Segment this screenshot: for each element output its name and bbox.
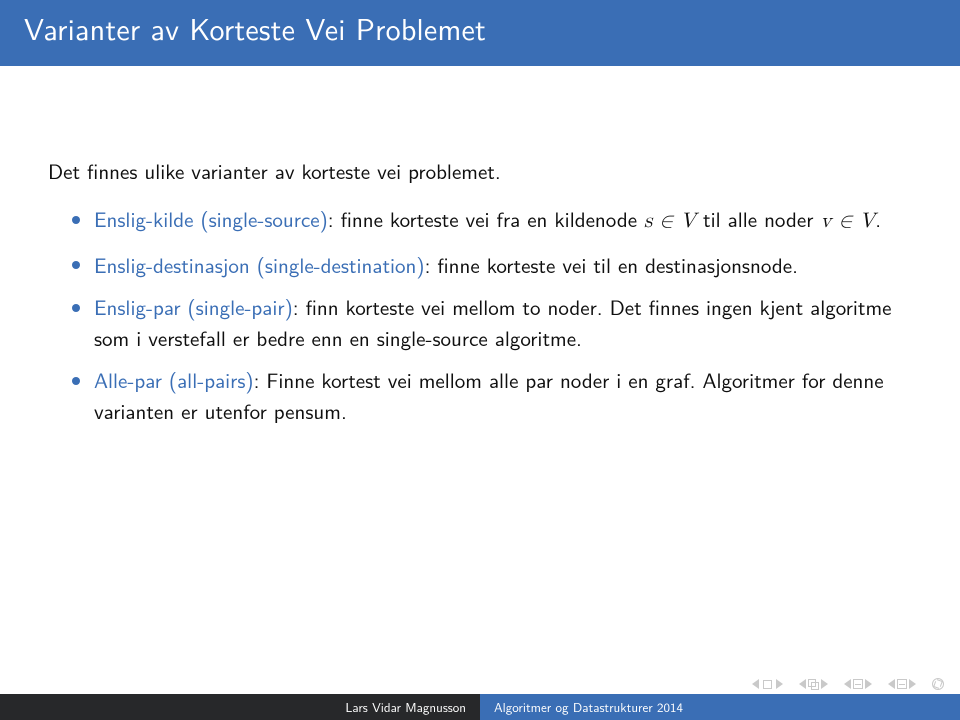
term-label: Enslig-kilde (single-source): [94, 204, 328, 234]
lead-paragraph: Det finnes ulike varianter av korteste v…: [48, 156, 912, 186]
footer-bar: Lars Vidar Magnusson Algoritmer og Datas…: [0, 694, 960, 720]
list-item: Enslig-kilde (single-source): finne kort…: [72, 204, 912, 237]
footer-course: Algoritmer og Datastrukturer 2014: [480, 694, 960, 720]
nav-section-icon[interactable]: [888, 679, 916, 689]
list-item: Alle-par (all-pairs): Finne kortest vei …: [72, 365, 912, 426]
term-label: Enslig-par (single-pair): [94, 292, 293, 322]
math-expr: v ∈ V: [820, 211, 875, 232]
list-item: Enslig-par (single-pair): finn korteste …: [72, 292, 912, 353]
math-expr: s ∈ V: [644, 211, 696, 232]
slide-title: Varianter av Korteste Vei Problemet: [24, 6, 936, 50]
slide-content: Det finnes ulike varianter av korteste v…: [0, 66, 960, 426]
footer-author: Lars Vidar Magnusson: [0, 694, 480, 720]
term-label: Alle-par (all-pairs): [94, 365, 254, 395]
bullet-text: : finne korteste vei til en destinasjons…: [425, 250, 798, 280]
nav-back-forward-icon[interactable]: [932, 678, 944, 690]
list-item: Enslig-destinasjon (single-destination):…: [72, 250, 912, 280]
term-label: Enslig-destinasjon (single-destination): [94, 250, 425, 280]
beamer-nav-icons: [752, 678, 944, 690]
bullet-text: .: [875, 204, 881, 234]
nav-frame-icon[interactable]: [799, 679, 828, 690]
bullet-list: Enslig-kilde (single-source): finne kort…: [72, 204, 912, 426]
bullet-text: til alle noder: [696, 204, 820, 234]
title-band: Varianter av Korteste Vei Problemet: [0, 0, 960, 66]
nav-slide-icon[interactable]: [752, 679, 783, 689]
nav-subsection-icon[interactable]: [844, 679, 872, 689]
bullet-text: : finne korteste vei fra en kildenode: [328, 204, 644, 234]
